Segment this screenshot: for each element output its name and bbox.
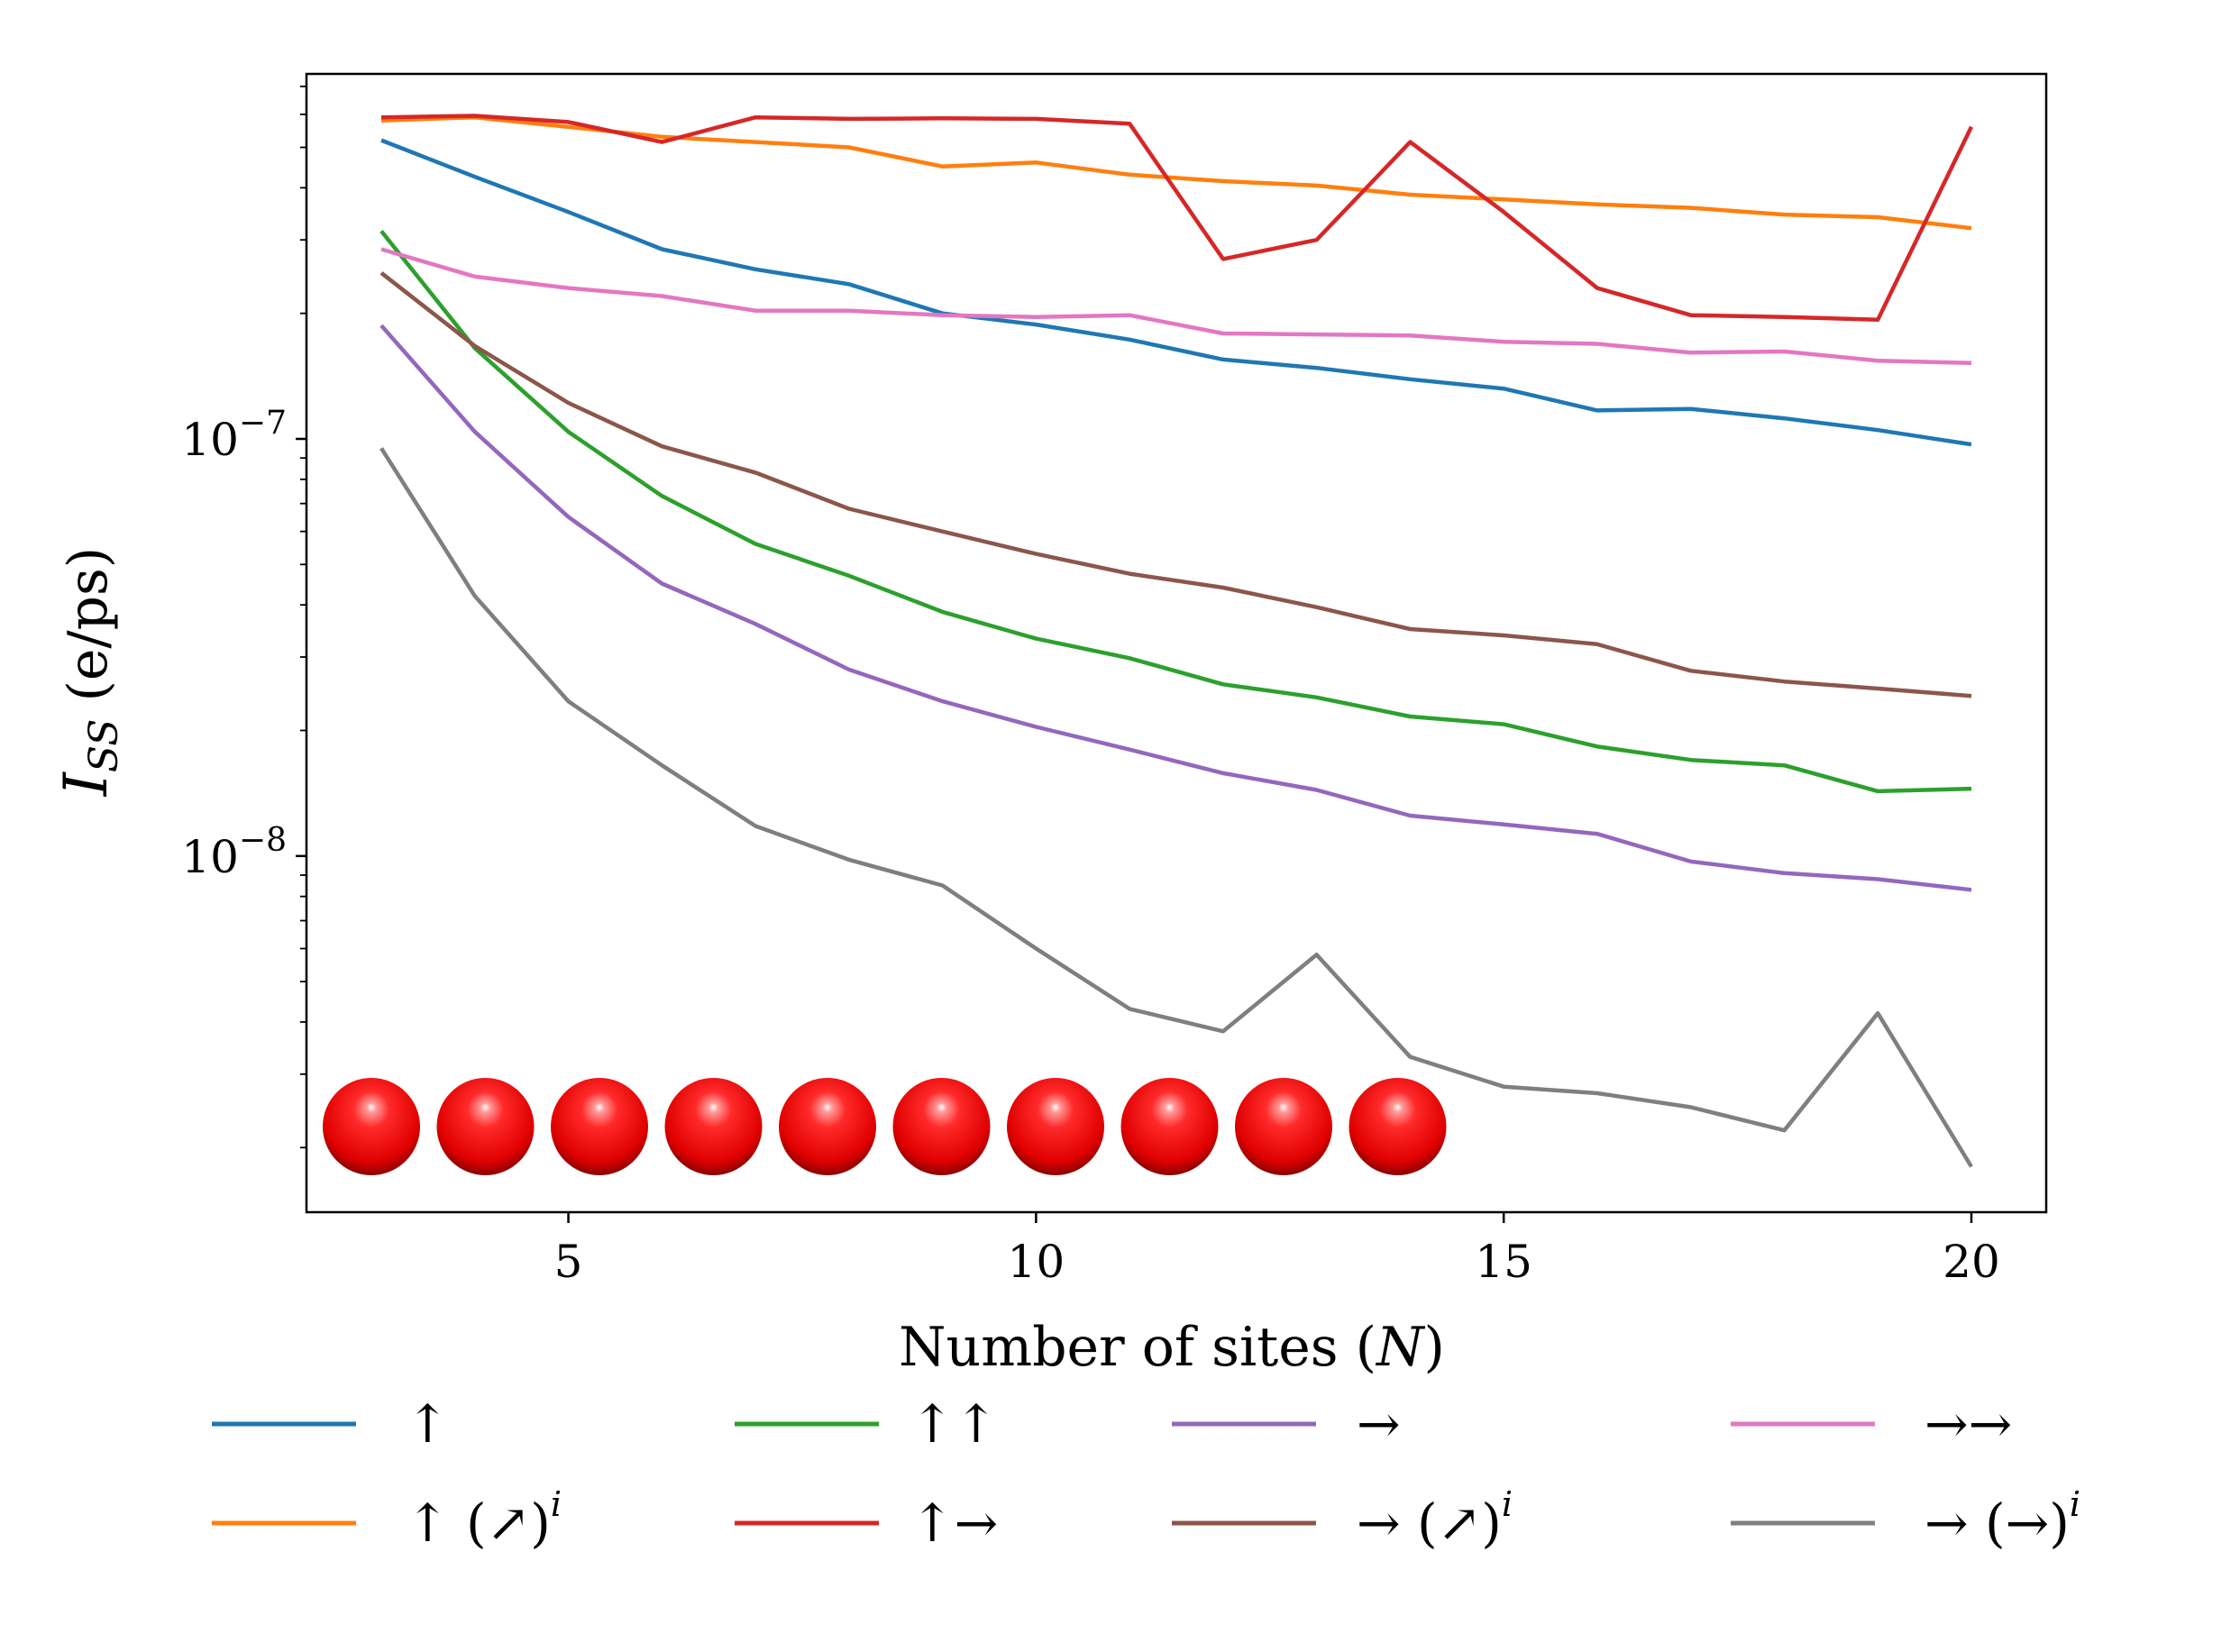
sphere [1007, 1078, 1104, 1175]
legend-entry: ↑→ [735, 1492, 998, 1554]
x-tick-label: 10 [1008, 1236, 1065, 1288]
y-axis-label: ISS (e/ps) [51, 547, 127, 797]
legend-label: ↑ [406, 1393, 450, 1455]
sphere [323, 1078, 420, 1175]
series-layer [379, 114, 1974, 1168]
x-tick-label: 5 [554, 1236, 583, 1288]
sphere [892, 1078, 991, 1175]
legend-entry: ↑↑ [735, 1393, 998, 1455]
y-axis-label-sub: SS [81, 719, 127, 773]
x-axis-label-end: ) [1424, 1316, 1445, 1379]
series-line [379, 447, 1973, 1168]
legend-entry: → [1172, 1393, 1401, 1455]
sphere [1120, 1078, 1219, 1175]
legend-label: → [1357, 1393, 1401, 1455]
series-line [380, 114, 1974, 323]
legend-entry: ↑ (↗)i [212, 1484, 562, 1554]
sphere [436, 1078, 535, 1175]
x-tick-label: 15 [1475, 1236, 1532, 1288]
legend-label: ↑→ [910, 1492, 998, 1554]
series-line [379, 324, 1972, 892]
legend-label: ↑ (↗)i [406, 1484, 562, 1554]
legend: ↑ ↑ (↗)i ↑↑ ↑→ → → (↗)i →→ → (→)i [212, 1393, 2080, 1554]
sphere [1235, 1078, 1332, 1175]
legend-entry: → (→)i [1731, 1484, 2080, 1554]
x-axis-label-main: Number of sites ( [899, 1316, 1376, 1379]
plot-area-frame [305, 72, 2048, 1214]
x-axis-label-var: N [1375, 1316, 1426, 1379]
legend-label: →→ [1925, 1393, 2012, 1455]
y-tick-label: 10−8 [181, 822, 287, 883]
legend-entry: →→ [1731, 1393, 2012, 1455]
sphere [664, 1078, 763, 1175]
legend-label: → (↗)i [1357, 1484, 1513, 1554]
sphere [1349, 1078, 1447, 1175]
legend-entry: ↑ [212, 1393, 450, 1455]
series-line [379, 229, 1972, 794]
y-axis-label-unit: (e/ps) [57, 547, 120, 719]
y-axis: 10−8 10−7 [181, 85, 306, 1149]
inset-sphere-chain [323, 1078, 1447, 1175]
series-line [379, 271, 1972, 698]
series-line [380, 138, 1972, 447]
series-line [380, 114, 1972, 231]
series-line [380, 247, 1972, 366]
y-axis-label-main: I [51, 771, 121, 797]
y-tick-label: 10−7 [181, 405, 287, 466]
x-tick-label: 20 [1943, 1236, 2000, 1288]
legend-label: → (→)i [1925, 1484, 2080, 1554]
x-axis-label: Number of sites (N) [899, 1316, 1445, 1379]
x-axis: 5 10 15 20 [554, 1212, 2000, 1288]
sphere [551, 1078, 648, 1175]
legend-label: ↑↑ [910, 1393, 998, 1455]
legend-entry: → (↗)i [1172, 1484, 1513, 1554]
sphere [779, 1078, 876, 1175]
